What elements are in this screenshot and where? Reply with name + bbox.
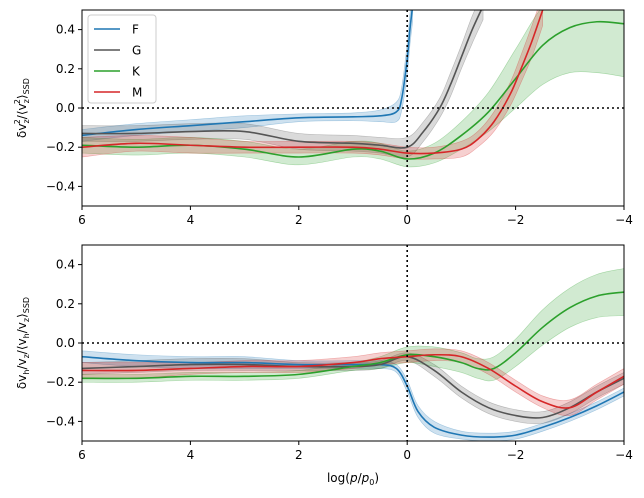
bottom-x-tick-label: −2 xyxy=(507,448,525,462)
bottom-series-K xyxy=(82,291,624,380)
top-y-tick-label: −0.2 xyxy=(46,140,75,154)
top-band-F xyxy=(82,10,413,142)
x-axis-label: log(p/p0) xyxy=(327,471,379,487)
bottom-x-tick-label: 4 xyxy=(187,448,195,462)
bottom-y-tick-label: −0.4 xyxy=(46,414,75,428)
top-band-G xyxy=(82,10,484,158)
bottom-x-ticks: 6 4 2 0 −2 −4 xyxy=(78,441,633,462)
top-y-axis-label: δvz2/⟨vz2⟩SSD xyxy=(13,78,31,138)
top-panel: 6 4 2 0 −2 −4 −0.4 −0.2 0.0 0.2 0.4 δvz2/⟨vz2⟩SSD… xyxy=(13,9,633,227)
top-y-tick-label: 0.4 xyxy=(56,23,75,37)
legend-label-K: K xyxy=(132,65,141,79)
top-y-tick-label: 0.2 xyxy=(56,62,75,76)
top-x-tick-label: 2 xyxy=(295,213,303,227)
bottom-series-F xyxy=(82,355,624,438)
bottom-series-M xyxy=(82,353,624,409)
bottom-y-tick-label: 0.4 xyxy=(56,258,75,272)
top-y-ticks: −0.4 −0.2 0.0 0.2 0.4 xyxy=(46,23,82,193)
top-series-G xyxy=(82,10,483,149)
bottom-series-G xyxy=(82,355,624,419)
top-reference-lines xyxy=(82,10,624,206)
top-x-tick-label: −2 xyxy=(507,213,525,227)
top-y-tick-label: −0.4 xyxy=(46,179,75,193)
top-x-ticks: 6 4 2 0 −2 −4 xyxy=(78,206,633,227)
top-band-M xyxy=(82,10,543,160)
legend-label-M: M xyxy=(132,86,142,100)
bottom-panel: 6 4 2 0 −2 −4 −0.4 −0.2 0.0 0.2 0.4 δvh/vz/⟨vh/vz… xyxy=(15,244,633,487)
bottom-band-M xyxy=(82,348,624,417)
bottom-x-tick-label: −4 xyxy=(615,448,633,462)
bottom-reference-lines xyxy=(82,245,624,441)
bottom-y-axis-label: δvh/vz/⟨vh/vz⟩SSD xyxy=(15,297,31,389)
legend-label-F: F xyxy=(132,23,139,37)
legend-label-G: G xyxy=(132,44,141,58)
bottom-x-tick-label: 2 xyxy=(295,448,303,462)
bottom-x-tick-label: 0 xyxy=(403,448,411,462)
top-x-tick-label: 4 xyxy=(187,213,195,227)
top-x-tick-label: 6 xyxy=(78,213,86,227)
top-series-M xyxy=(82,10,544,155)
top-x-tick-label: 0 xyxy=(403,213,411,227)
bottom-y-tick-label: 0.2 xyxy=(56,297,75,311)
bottom-lines xyxy=(82,291,624,438)
legend-box xyxy=(87,14,157,104)
bottom-y-tick-label: 0.0 xyxy=(56,336,75,350)
bottom-y-tick-label: −0.2 xyxy=(46,375,75,389)
top-x-tick-label: −4 xyxy=(615,213,633,227)
bottom-x-tick-label: 6 xyxy=(78,448,86,462)
bottom-y-ticks: −0.4 −0.2 0.0 0.2 0.4 xyxy=(46,258,82,428)
top-y-tick-label: 0.0 xyxy=(56,101,75,115)
